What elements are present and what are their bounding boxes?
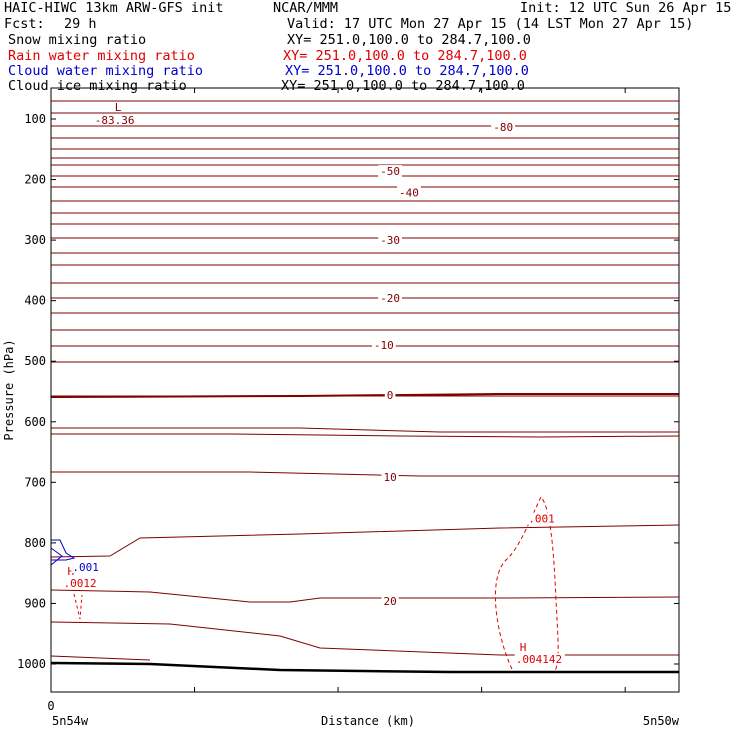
cloud-water-contour xyxy=(51,539,76,561)
field-name-rain: Rain water mixing ratio xyxy=(8,48,195,64)
valid-time: Valid: 17 UTC Mon 27 Apr 15 (14 LST Mon … xyxy=(287,16,694,32)
isotherm-label-bg xyxy=(371,338,396,351)
forecast-hours: 29 h xyxy=(64,16,97,32)
isotherm-label: -20 xyxy=(380,292,400,305)
forecast-label: Fcst: xyxy=(4,16,45,32)
y-tick-label: 300 xyxy=(24,233,46,247)
surface-line xyxy=(50,661,679,674)
isotherm-label: -10 xyxy=(374,339,394,352)
init-time: Init: 12 UTC Sun 26 Apr 15 xyxy=(520,0,732,16)
isotherm-label: -83.36 xyxy=(95,114,135,127)
isotherm-line xyxy=(50,655,151,661)
isotherm-label: 20 xyxy=(383,595,396,608)
isotherm-line xyxy=(50,524,680,558)
field-name-cloud-ice: Cloud ice mixing ratio xyxy=(8,78,187,94)
isotherm-label-bg xyxy=(381,595,399,608)
y-tick-label: 600 xyxy=(24,415,46,429)
isotherm-line xyxy=(51,433,680,438)
isotherm-line xyxy=(50,393,679,398)
cloud-water-contour xyxy=(50,547,63,566)
y-tick-label: 100 xyxy=(24,112,46,126)
max-marker: H xyxy=(68,565,75,578)
isotherm-line xyxy=(51,427,679,433)
isotherm-label-bg xyxy=(384,389,396,402)
y-axis-label: Pressure (hPa) xyxy=(2,339,16,440)
cloud-contours xyxy=(50,539,76,566)
isotherm-label-bg xyxy=(381,470,399,483)
x-axis-label: Distance (km) xyxy=(321,714,415,728)
y-tick-label: 700 xyxy=(24,475,46,489)
y-tick-label: 500 xyxy=(24,354,46,368)
field-name-cloud-water: Cloud water mixing ratio xyxy=(8,63,204,79)
y-tick-label: 900 xyxy=(24,596,46,610)
isotherm-label: -30 xyxy=(380,234,400,247)
y-tick-label: 400 xyxy=(24,294,46,308)
x-axis xyxy=(194,88,626,692)
y-tick-label: 800 xyxy=(24,536,46,550)
isotherm-line xyxy=(51,471,679,477)
isotherm-label-bg xyxy=(397,186,421,199)
org-label: NCAR/MMM xyxy=(273,0,339,16)
field-name-snow: Snow mixing ratio xyxy=(8,32,147,48)
field-xy-snow: XY= 251.0,100.0 to 284.7,100.0 xyxy=(287,32,531,48)
rain-label: .0012 xyxy=(64,577,97,590)
rain-label: .001 xyxy=(528,513,555,526)
isotherm-label: -80 xyxy=(493,121,513,134)
rain-label-bg xyxy=(514,653,565,666)
isotherm-label: -40 xyxy=(399,186,419,199)
plot-frame xyxy=(50,87,680,693)
max-marker: H xyxy=(520,641,527,654)
field-xy-rain: XY= 251.0,100.0 to 284.7,100.0 xyxy=(283,48,527,64)
rain-label-bg xyxy=(527,512,558,525)
ground-line xyxy=(50,661,679,674)
contour-labels: L-83.36-80-50-40-30-20-1001020.001H.0012… xyxy=(62,101,565,666)
model-title: HAIC-HIWC 13km ARW-GFS init xyxy=(4,0,224,16)
isotherm-lines xyxy=(50,100,680,661)
x-end-label: 5n50w xyxy=(643,714,680,728)
cloud-water-label-bg xyxy=(71,561,102,574)
field-xy-cloud-ice: XY= 251.0,100.0 to 284.7,100.0 xyxy=(281,78,525,94)
isotherm-label: 0 xyxy=(387,389,394,402)
x-zero-label: 0 xyxy=(47,699,54,713)
rain-label-bg xyxy=(62,576,100,589)
rain-contours xyxy=(73,496,559,672)
isotherm-label: -50 xyxy=(380,165,400,178)
isotherm-line xyxy=(50,589,680,603)
isotherm-label-bg xyxy=(491,120,516,133)
cloud-water-label: .001 xyxy=(72,561,99,574)
isotherm-label: 10 xyxy=(383,471,396,484)
isotherm-label-bg xyxy=(378,292,403,305)
isotherm-line xyxy=(50,621,679,656)
y-tick-label: 200 xyxy=(24,173,46,187)
x-start-label: 5n54w xyxy=(52,714,89,728)
rain-contour xyxy=(73,593,83,620)
isotherm-label-bg xyxy=(378,234,403,247)
isotherm-label-bg xyxy=(378,165,403,178)
y-tick-label: 1000 xyxy=(17,657,46,671)
rain-label: .004142 xyxy=(516,653,562,666)
rain-contour xyxy=(494,496,559,672)
field-xy-cloud-water: XY= 251.0,100.0 to 284.7,100.0 xyxy=(285,63,529,79)
min-marker: L xyxy=(115,101,122,114)
